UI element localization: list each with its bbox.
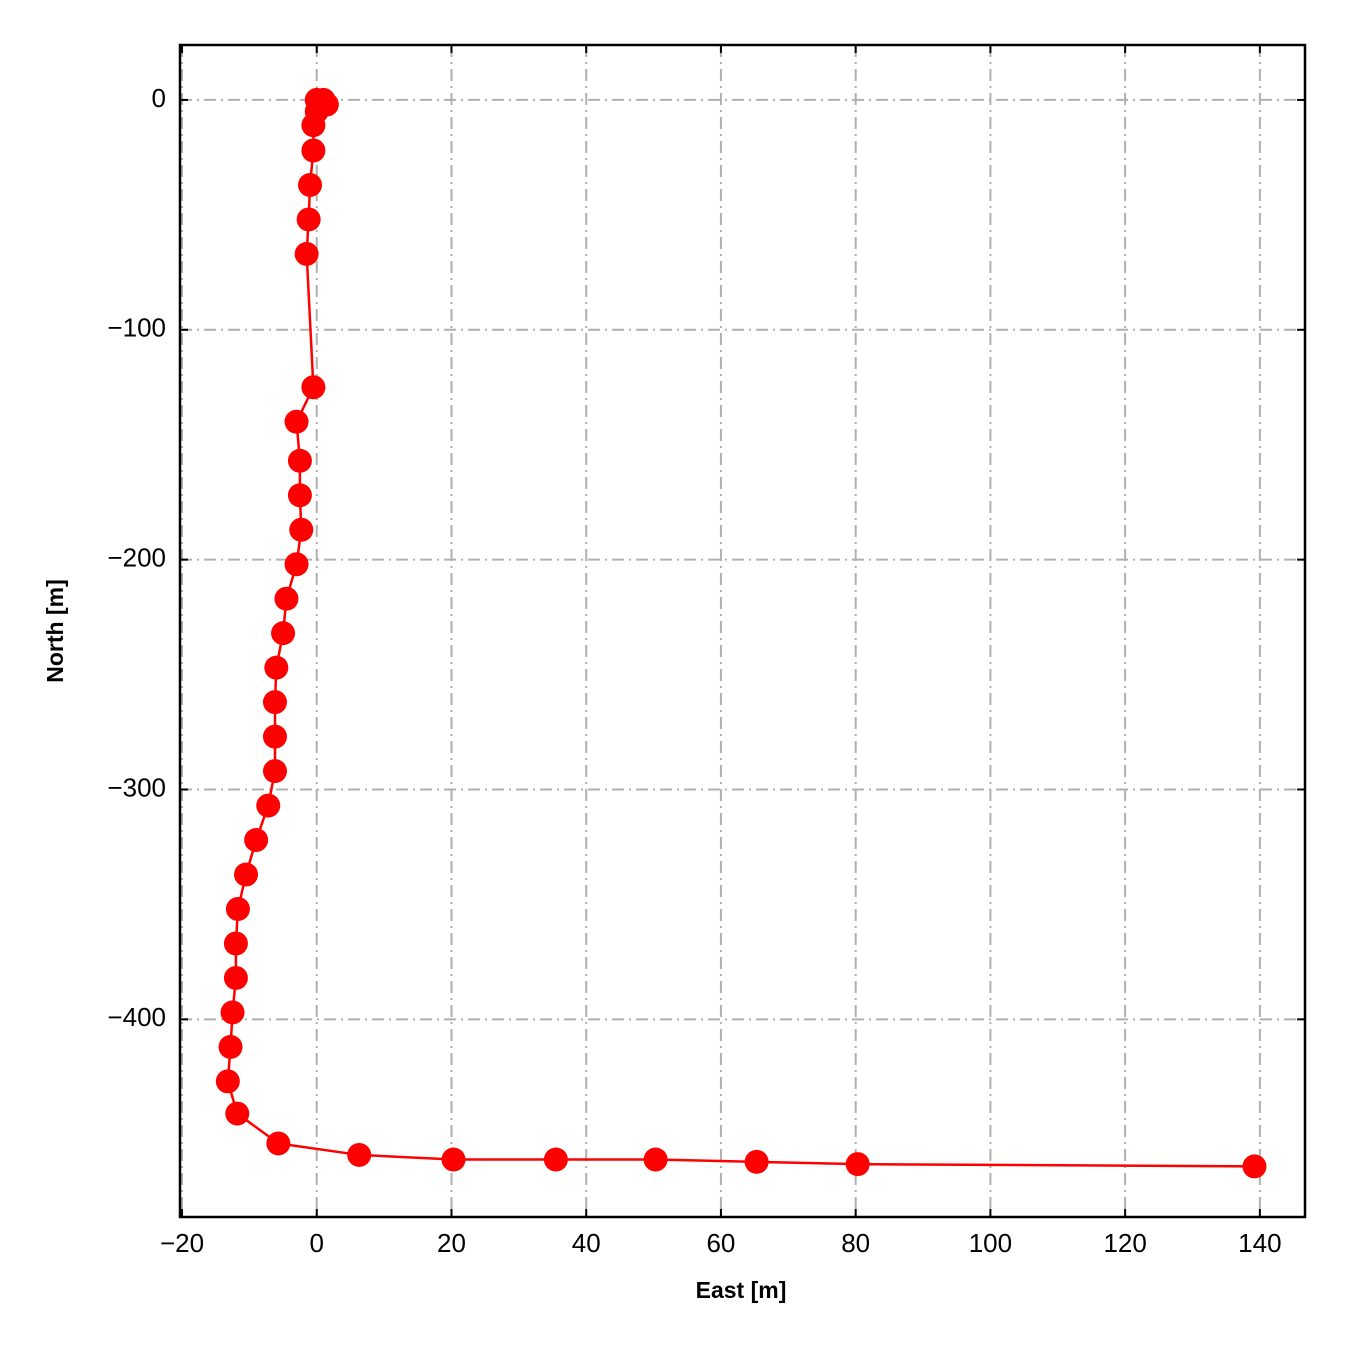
- marker: [301, 138, 326, 163]
- marker: [271, 621, 296, 646]
- marker: [287, 448, 312, 473]
- marker: [744, 1149, 769, 1174]
- y-tick-label: 0: [152, 83, 166, 113]
- y-tick-label: −200: [107, 543, 166, 573]
- marker: [347, 1142, 372, 1167]
- plot-frame: [178, 43, 1307, 1219]
- x-tick-label: 0: [310, 1228, 324, 1258]
- x-tick-label: 140: [1238, 1228, 1281, 1258]
- marker: [218, 1034, 243, 1059]
- marker: [274, 586, 299, 611]
- marker: [301, 113, 326, 138]
- x-tick-label: 100: [969, 1228, 1012, 1258]
- marker: [215, 1069, 240, 1094]
- marker: [845, 1152, 870, 1177]
- marker: [643, 1147, 668, 1172]
- marker: [294, 241, 319, 266]
- y-tick-label: −100: [107, 313, 166, 343]
- marker: [284, 409, 309, 434]
- x-tick-label: −20: [160, 1228, 204, 1258]
- marker: [266, 1131, 291, 1156]
- marker: [223, 931, 248, 956]
- marker: [256, 793, 281, 818]
- marker: [287, 483, 312, 508]
- marker: [262, 759, 287, 784]
- y-axis-label: North [m]: [42, 579, 68, 682]
- marker: [262, 724, 287, 749]
- marker: [284, 552, 309, 577]
- x-tick-label: 40: [572, 1228, 601, 1258]
- marker: [298, 172, 323, 197]
- x-axis-label: East [m]: [696, 1277, 787, 1303]
- marker: [543, 1147, 568, 1172]
- marker: [225, 897, 250, 922]
- y-tick-label: −300: [107, 772, 166, 802]
- marker: [301, 375, 326, 400]
- marker: [441, 1147, 466, 1172]
- marker: [234, 862, 259, 887]
- marker: [296, 207, 321, 232]
- series-line: [226, 98, 1255, 1168]
- marker: [289, 517, 314, 542]
- marker: [244, 828, 269, 853]
- marker: [220, 1000, 245, 1025]
- marker: [223, 965, 248, 990]
- marker: [1242, 1154, 1267, 1179]
- marker: [225, 1101, 250, 1126]
- y-tick-label: −400: [107, 1002, 166, 1032]
- x-tick-label: 80: [841, 1228, 870, 1258]
- x-tick-label: 120: [1103, 1228, 1146, 1258]
- marker: [262, 690, 287, 715]
- x-tick-label: 60: [706, 1228, 735, 1258]
- marker: [264, 655, 289, 680]
- x-tick-label: 20: [437, 1228, 466, 1258]
